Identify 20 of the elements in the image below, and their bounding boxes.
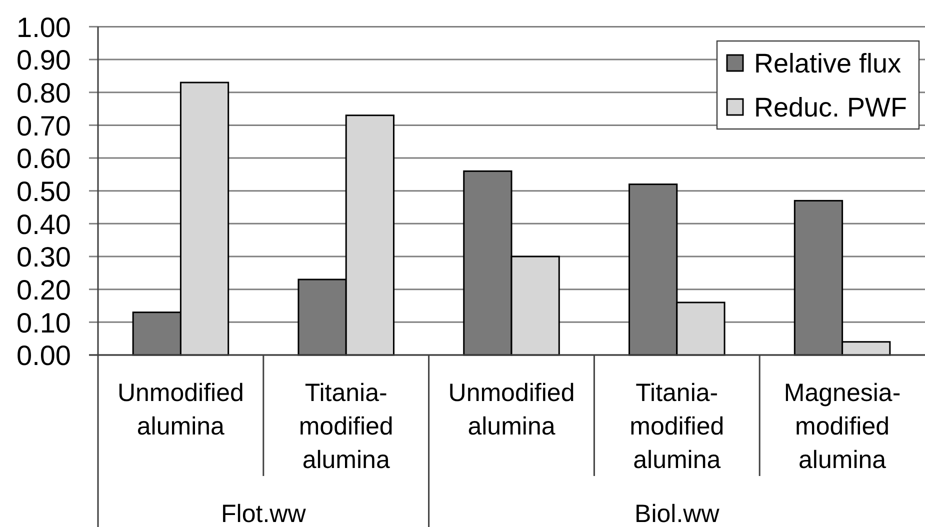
x-tick-label: Titania-modified alumina [298, 379, 394, 474]
text: Flot.ww [221, 500, 307, 527]
y-tick-label: 0.50 [16, 176, 71, 207]
legend-label: Relative flux [754, 48, 902, 79]
y-tick-label: 0.30 [16, 242, 71, 273]
y-tick-label: 1.00 [16, 12, 71, 43]
x-tick-label: Magnesia-modified alumina [784, 379, 901, 474]
y-tick-label: 0.10 [16, 307, 71, 338]
y-tick-label: 0.00 [16, 340, 71, 372]
y-tick-label: 0.20 [16, 274, 71, 306]
y-tick-label: 0.80 [16, 77, 71, 108]
y-tick-label: 0.70 [16, 110, 71, 142]
y-tick-label: 0.90 [16, 44, 71, 76]
y-tick-label: 0.40 [16, 208, 71, 240]
text: Biol.ww [634, 500, 720, 527]
x-tick-label: Unmodified alumina [448, 379, 575, 440]
y-tick-label: 0.60 [16, 143, 71, 174]
legend-label: Reduc. PWF [754, 92, 908, 123]
x-tick-label: Titania-modified alumina [630, 379, 724, 474]
x-tick-label: Unmodified alumina [117, 379, 244, 440]
